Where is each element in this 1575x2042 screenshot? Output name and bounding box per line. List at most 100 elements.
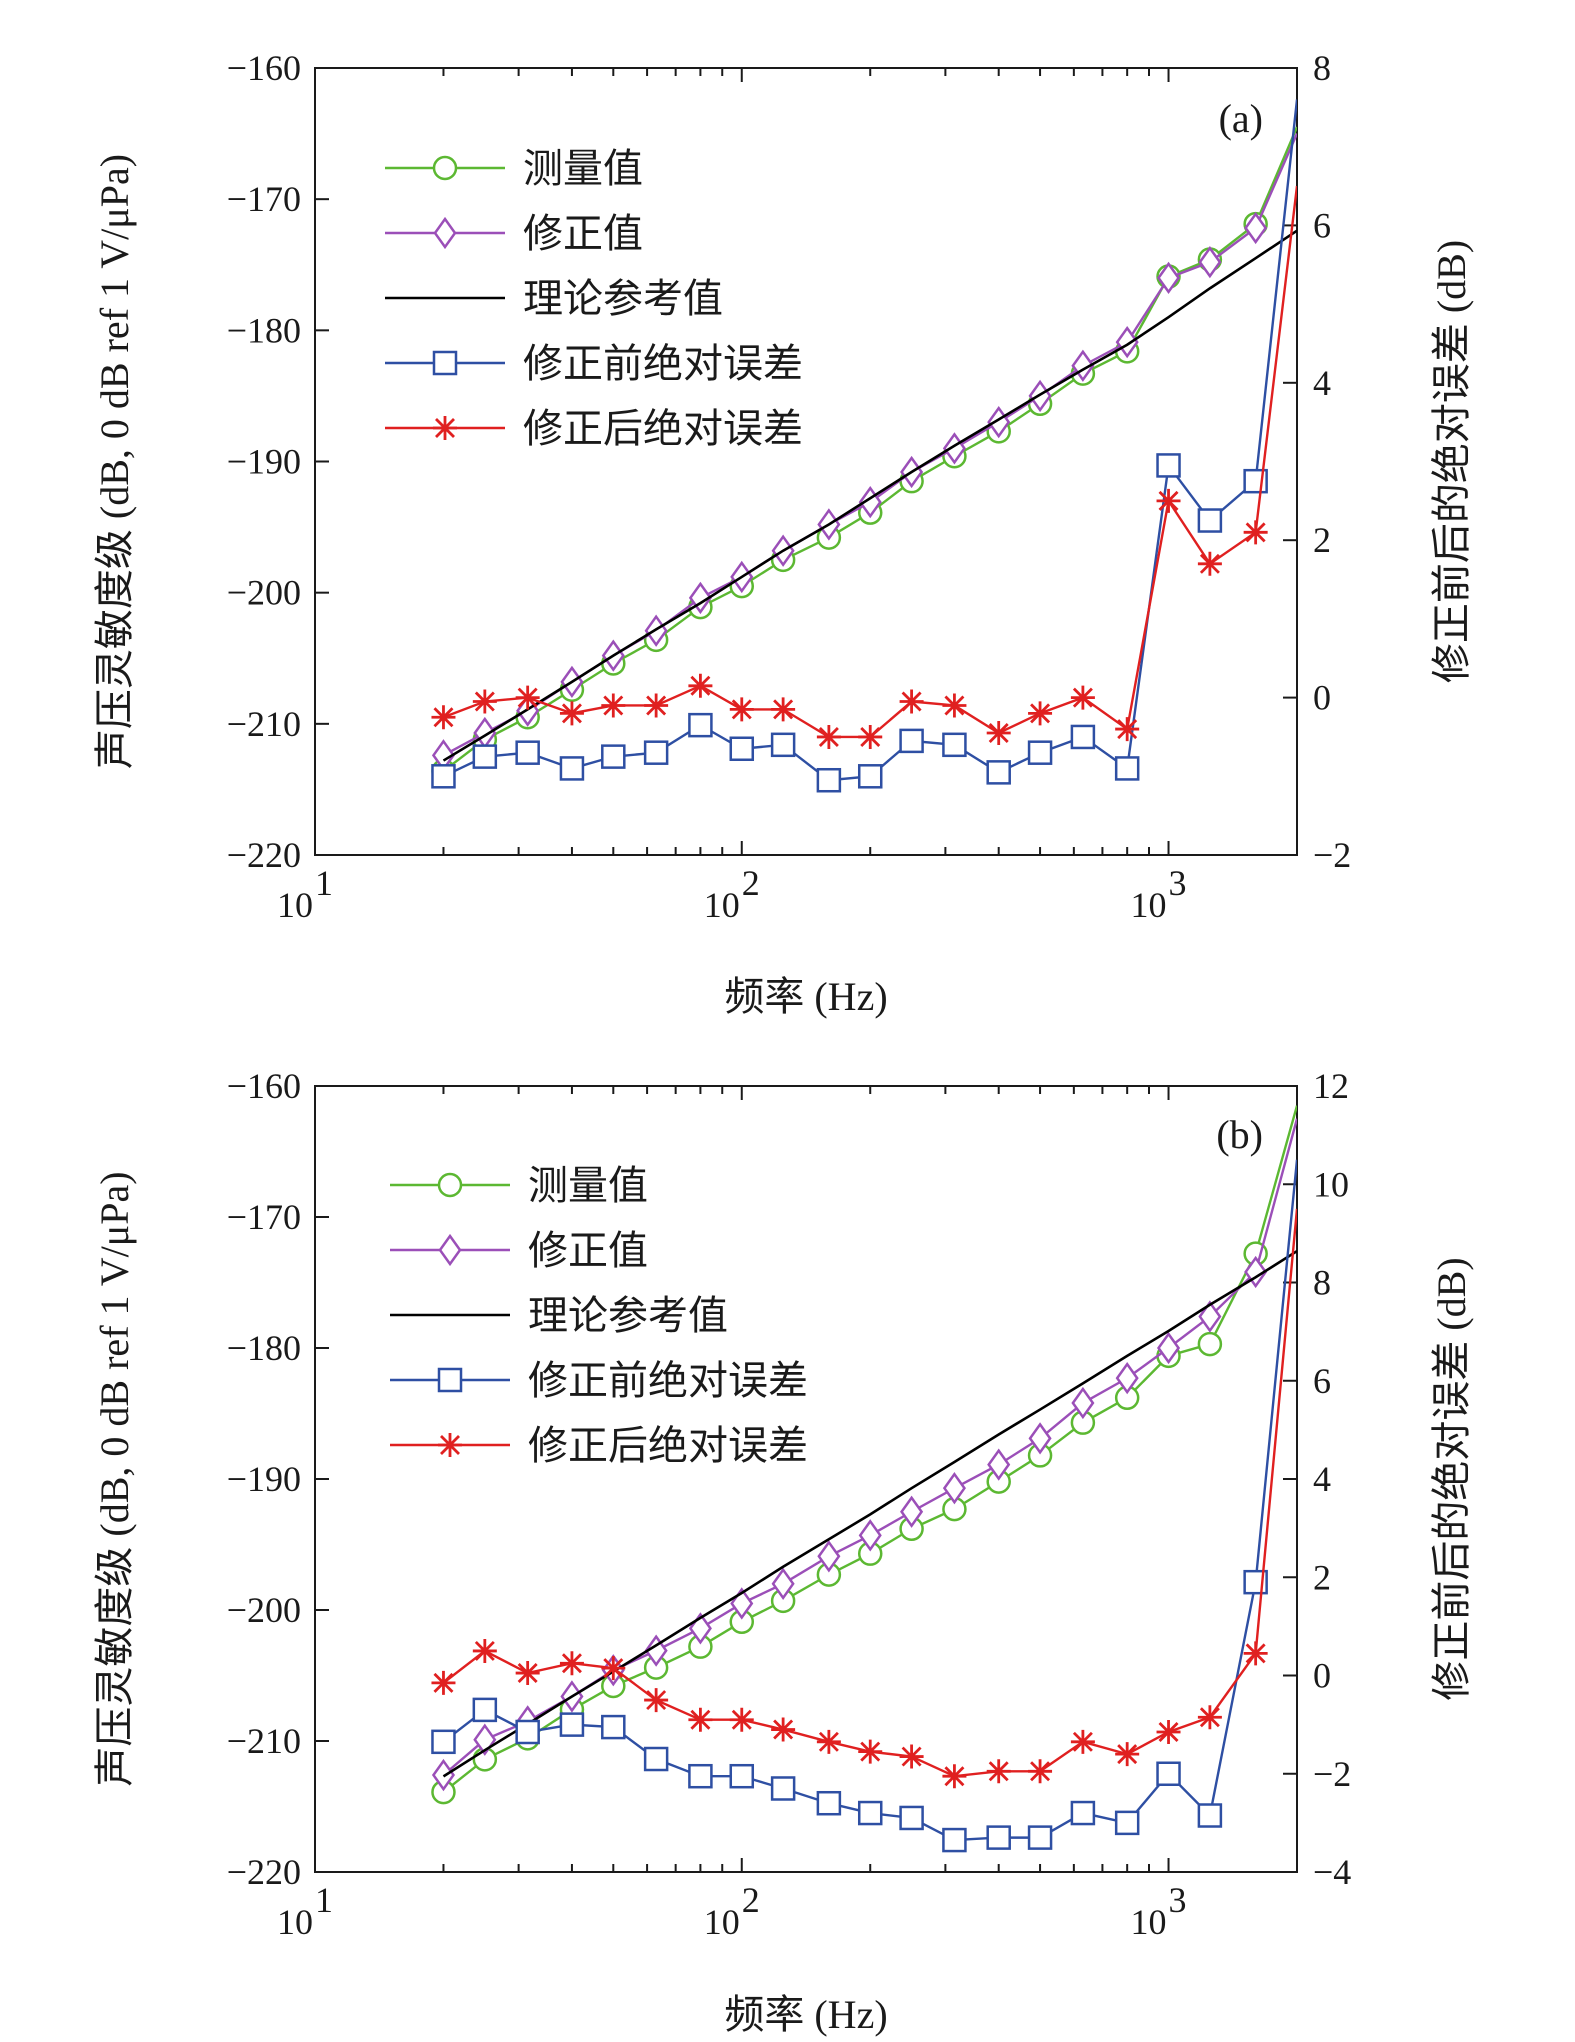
x-tick-label: 10 xyxy=(1131,1902,1167,1942)
series-point xyxy=(1243,520,1268,545)
x-tick-label: 10 xyxy=(704,885,740,925)
series-point xyxy=(899,1805,924,1831)
x-tick-exponent: 1 xyxy=(315,863,333,903)
series-point xyxy=(1070,1729,1095,1754)
series-point xyxy=(559,1651,584,1676)
series-point xyxy=(601,1656,626,1681)
legend-swatch-marker xyxy=(437,1172,463,1198)
y-right-tick-label: 10 xyxy=(1313,1164,1349,1204)
series-point xyxy=(942,1472,966,1505)
series-point xyxy=(942,1827,967,1853)
y-left-tick-label: −200 xyxy=(227,1590,301,1630)
legend-entry: 理论参考值 xyxy=(385,276,723,321)
y-left-axis-title: 声压灵敏度级 (dB, 0 dB ref 1 V/μPa) xyxy=(92,154,137,769)
y-right-tick-label: 2 xyxy=(1313,520,1331,560)
series-point xyxy=(1027,1825,1053,1850)
legend-label: 理论参考值 xyxy=(523,276,723,321)
series-point xyxy=(1114,1810,1140,1836)
x-axis-title: 频率 (Hz) xyxy=(724,974,887,1019)
series-point xyxy=(900,1495,924,1528)
series-point xyxy=(770,1776,796,1801)
y-right-axis-title: 修正前后的绝对误差 (dB) xyxy=(1429,240,1474,683)
series-point xyxy=(1070,1800,1096,1826)
y-left-tick-label: −160 xyxy=(227,48,301,88)
series-point xyxy=(942,1764,967,1789)
legend-label: 修正前绝对误差 xyxy=(528,1358,808,1403)
series-point xyxy=(1197,1803,1223,1828)
x-tick-label: 10 xyxy=(704,1902,740,1942)
series-point xyxy=(431,1729,456,1755)
series-point xyxy=(1156,453,1181,478)
series-point xyxy=(816,724,841,749)
series-point xyxy=(858,1519,882,1552)
series-3 xyxy=(431,99,1297,793)
legend-label: 修正值 xyxy=(523,211,643,256)
x-tick-label-group: 102 xyxy=(704,863,760,925)
series-point xyxy=(644,693,669,718)
series-point xyxy=(431,1670,456,1695)
series-point xyxy=(816,1729,841,1754)
series-point xyxy=(729,736,755,762)
series-point xyxy=(771,697,796,722)
x-tick-exponent: 2 xyxy=(742,1880,760,1920)
series-point xyxy=(601,1714,626,1740)
y-right-tick-label: −2 xyxy=(1313,835,1351,875)
legend-entry: 修正值 xyxy=(390,1228,648,1273)
y-right-tick-label: 0 xyxy=(1313,1656,1331,1696)
series-point xyxy=(857,1800,883,1826)
series-point xyxy=(817,1540,841,1573)
plot-area xyxy=(431,99,1297,793)
series-point xyxy=(858,1739,883,1764)
y-right-tick-label: −4 xyxy=(1313,1852,1351,1892)
series-point xyxy=(899,1744,924,1769)
legend-label: 修正值 xyxy=(528,1228,648,1273)
legend-entry: 修正前绝对误差 xyxy=(385,341,803,386)
y-right-axis-title: 修正前后的绝对误差 (dB) xyxy=(1429,1257,1474,1700)
y-left-tick-label: −190 xyxy=(227,442,301,482)
y-left-tick-label: −210 xyxy=(227,1721,301,1761)
series-point xyxy=(1028,1422,1052,1455)
y-right-tick-label: 0 xyxy=(1313,678,1331,718)
series-point xyxy=(987,1448,1011,1481)
y-right-tick-label: 4 xyxy=(1313,1459,1331,1499)
series-point xyxy=(986,760,1011,785)
x-tick-exponent: 3 xyxy=(1169,863,1187,903)
y-left-tick-label: −190 xyxy=(227,1459,301,1499)
legend-entry: 修正值 xyxy=(385,211,643,256)
series-point xyxy=(515,685,540,710)
series-point xyxy=(1156,1719,1181,1744)
series-point xyxy=(515,1661,540,1686)
plot-frame xyxy=(314,1085,1298,1873)
series-point xyxy=(559,756,585,781)
legend-label: 修正后绝对误差 xyxy=(528,1423,808,1468)
series-point xyxy=(472,744,498,769)
series-point xyxy=(472,689,497,714)
series-point xyxy=(816,767,842,793)
y-left-axis-title: 声压灵敏度级 (dB, 0 dB ref 1 V/μPa) xyxy=(92,1171,137,1786)
y-left-tick-label: −180 xyxy=(227,310,301,350)
x-tick-exponent: 1 xyxy=(315,1880,333,1920)
legend-entry: 修正后绝对误差 xyxy=(390,1423,808,1468)
series-point xyxy=(644,1688,669,1713)
x-tick-label: 10 xyxy=(277,1902,313,1942)
series-point xyxy=(1198,1300,1222,1333)
series-point xyxy=(688,1763,713,1789)
series-point xyxy=(986,1825,1011,1850)
legend-entry: 修正后绝对误差 xyxy=(385,406,803,451)
y-left-tick-label: −210 xyxy=(227,704,301,744)
series-point xyxy=(1197,508,1223,533)
series-point xyxy=(1156,261,1181,295)
y-left-tick-label: −200 xyxy=(227,573,301,613)
series-point xyxy=(816,1790,842,1816)
series-point xyxy=(1156,488,1181,513)
series-line xyxy=(442,229,1297,762)
series-4 xyxy=(431,1208,1297,1789)
series-point xyxy=(1028,701,1053,726)
y-right-tick-label: 4 xyxy=(1313,363,1331,403)
legend-label: 修正后绝对误差 xyxy=(523,406,803,451)
series-point xyxy=(688,1707,713,1732)
